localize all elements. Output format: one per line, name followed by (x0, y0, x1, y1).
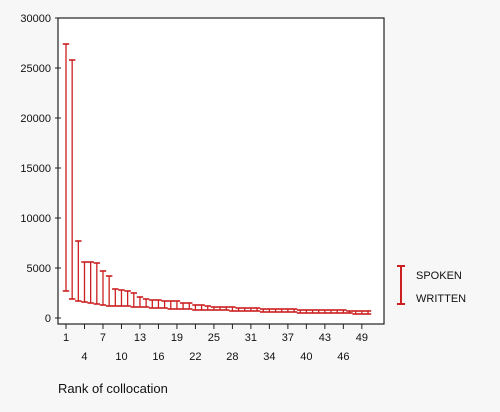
x-tick-label: 10 (115, 351, 127, 363)
error-bar-rank-2 (68, 59, 76, 300)
error-bar-rank-3 (75, 240, 82, 302)
error-bar-rank-35 (272, 308, 279, 313)
legend: SPOKEN WRITTEN (397, 265, 466, 305)
error-bar-rank-23 (198, 304, 205, 311)
error-bar-rank-6 (93, 262, 101, 305)
y-axis: 0 5000 10000 15000 20000 25000 30000 (20, 13, 61, 325)
error-bar-rank-10 (118, 289, 125, 307)
error-bar-rank-32 (253, 307, 261, 312)
error-bar-rank-5 (87, 261, 94, 304)
error-bar-rank-27 (223, 306, 230, 311)
x-tick-label: 43 (319, 332, 331, 344)
x-tick-label: 7 (100, 332, 106, 344)
y-tick-label: 5000 (27, 263, 51, 275)
error-bar-rank-36 (278, 308, 285, 313)
x-tick-label: 25 (208, 332, 220, 344)
error-bar-rank-40 (303, 309, 310, 314)
error-bar-rank-47 (346, 310, 353, 314)
error-bar-rank-43 (321, 309, 329, 314)
error-bar-rank-22 (192, 304, 199, 311)
error-bar-rank-46 (340, 309, 347, 314)
error-bar-rank-49 (358, 310, 366, 315)
x-tick-label: 40 (300, 351, 312, 363)
x-tick-label: 31 (245, 332, 257, 344)
x-tick-label: 13 (134, 332, 146, 344)
error-bar-rank-30 (241, 307, 248, 312)
y-tick-label: 20000 (20, 113, 51, 125)
error-bar-rank-31 (247, 307, 255, 312)
error-bar-rank-34 (266, 308, 273, 313)
error-bar-rank-50 (364, 310, 372, 315)
error-bar-rank-9 (112, 288, 119, 307)
error-bar-rank-33 (260, 308, 267, 313)
error-bar-rank-26 (216, 306, 224, 311)
plot-frame (57, 17, 385, 325)
x-tick-label: 46 (337, 351, 349, 363)
error-bar-rank-38 (290, 308, 298, 313)
x-tick-label: 16 (152, 351, 164, 363)
error-bar-rank-12 (130, 292, 137, 308)
error-bar-rank-20 (179, 302, 187, 310)
error-bar-rank-48 (352, 310, 359, 315)
x-tick-label: 4 (81, 351, 87, 363)
x-tick-label: 34 (263, 351, 275, 363)
error-bar-rank-13 (136, 296, 144, 308)
error-bar-rank-1 (62, 43, 70, 292)
x-axis: 1 7 13 19 25 31 37 43 49 4 10 16 22 28 34 40 46 (63, 324, 368, 363)
x-tick-label: 22 (189, 351, 201, 363)
x-tick-label: 28 (226, 351, 238, 363)
error-bar-rank-41 (309, 309, 316, 314)
error-bar-rank-45 (333, 309, 341, 314)
x-tick-label: 1 (63, 332, 69, 344)
error-bar-rank-7 (99, 270, 107, 306)
legend-label-spoken: SPOKEN (416, 270, 462, 282)
x-tick-label: 37 (282, 332, 294, 344)
error-bar-rank-42 (315, 309, 322, 314)
x-tick-label: 19 (171, 332, 183, 344)
error-bar-rank-16 (155, 299, 162, 309)
error-bar-rank-8 (105, 275, 113, 307)
error-bar-rank-25 (210, 306, 218, 311)
y-tick-label: 30000 (20, 13, 51, 25)
error-bar-rank-44 (327, 309, 335, 314)
error-bar-rank-39 (297, 309, 304, 314)
error-bar-rank-28 (229, 306, 236, 312)
y-tick-label: 10000 (20, 213, 51, 225)
error-bar-rank-24 (204, 305, 211, 311)
error-bar-rank-14 (142, 298, 150, 308)
error-bar-rank-19 (173, 300, 181, 310)
x-axis-title: Rank of collocation (58, 381, 168, 396)
y-tick-label: 25000 (20, 63, 51, 75)
error-bars (62, 43, 372, 315)
legend-label-written: WRITTEN (416, 293, 466, 305)
error-bar-rank-21 (186, 302, 193, 310)
x-tick-label: 49 (356, 332, 368, 344)
y-tick-label: 0 (45, 313, 51, 325)
y-tick-label: 15000 (20, 163, 51, 175)
error-bar-rank-18 (167, 300, 174, 310)
error-bar-rank-15 (149, 299, 156, 309)
error-bar-rank-11 (124, 290, 131, 307)
error-bar-rank-4 (81, 261, 88, 303)
error-bar-rank-37 (284, 308, 292, 313)
error-bar-rank-17 (161, 300, 168, 309)
error-bar-rank-29 (235, 307, 242, 312)
